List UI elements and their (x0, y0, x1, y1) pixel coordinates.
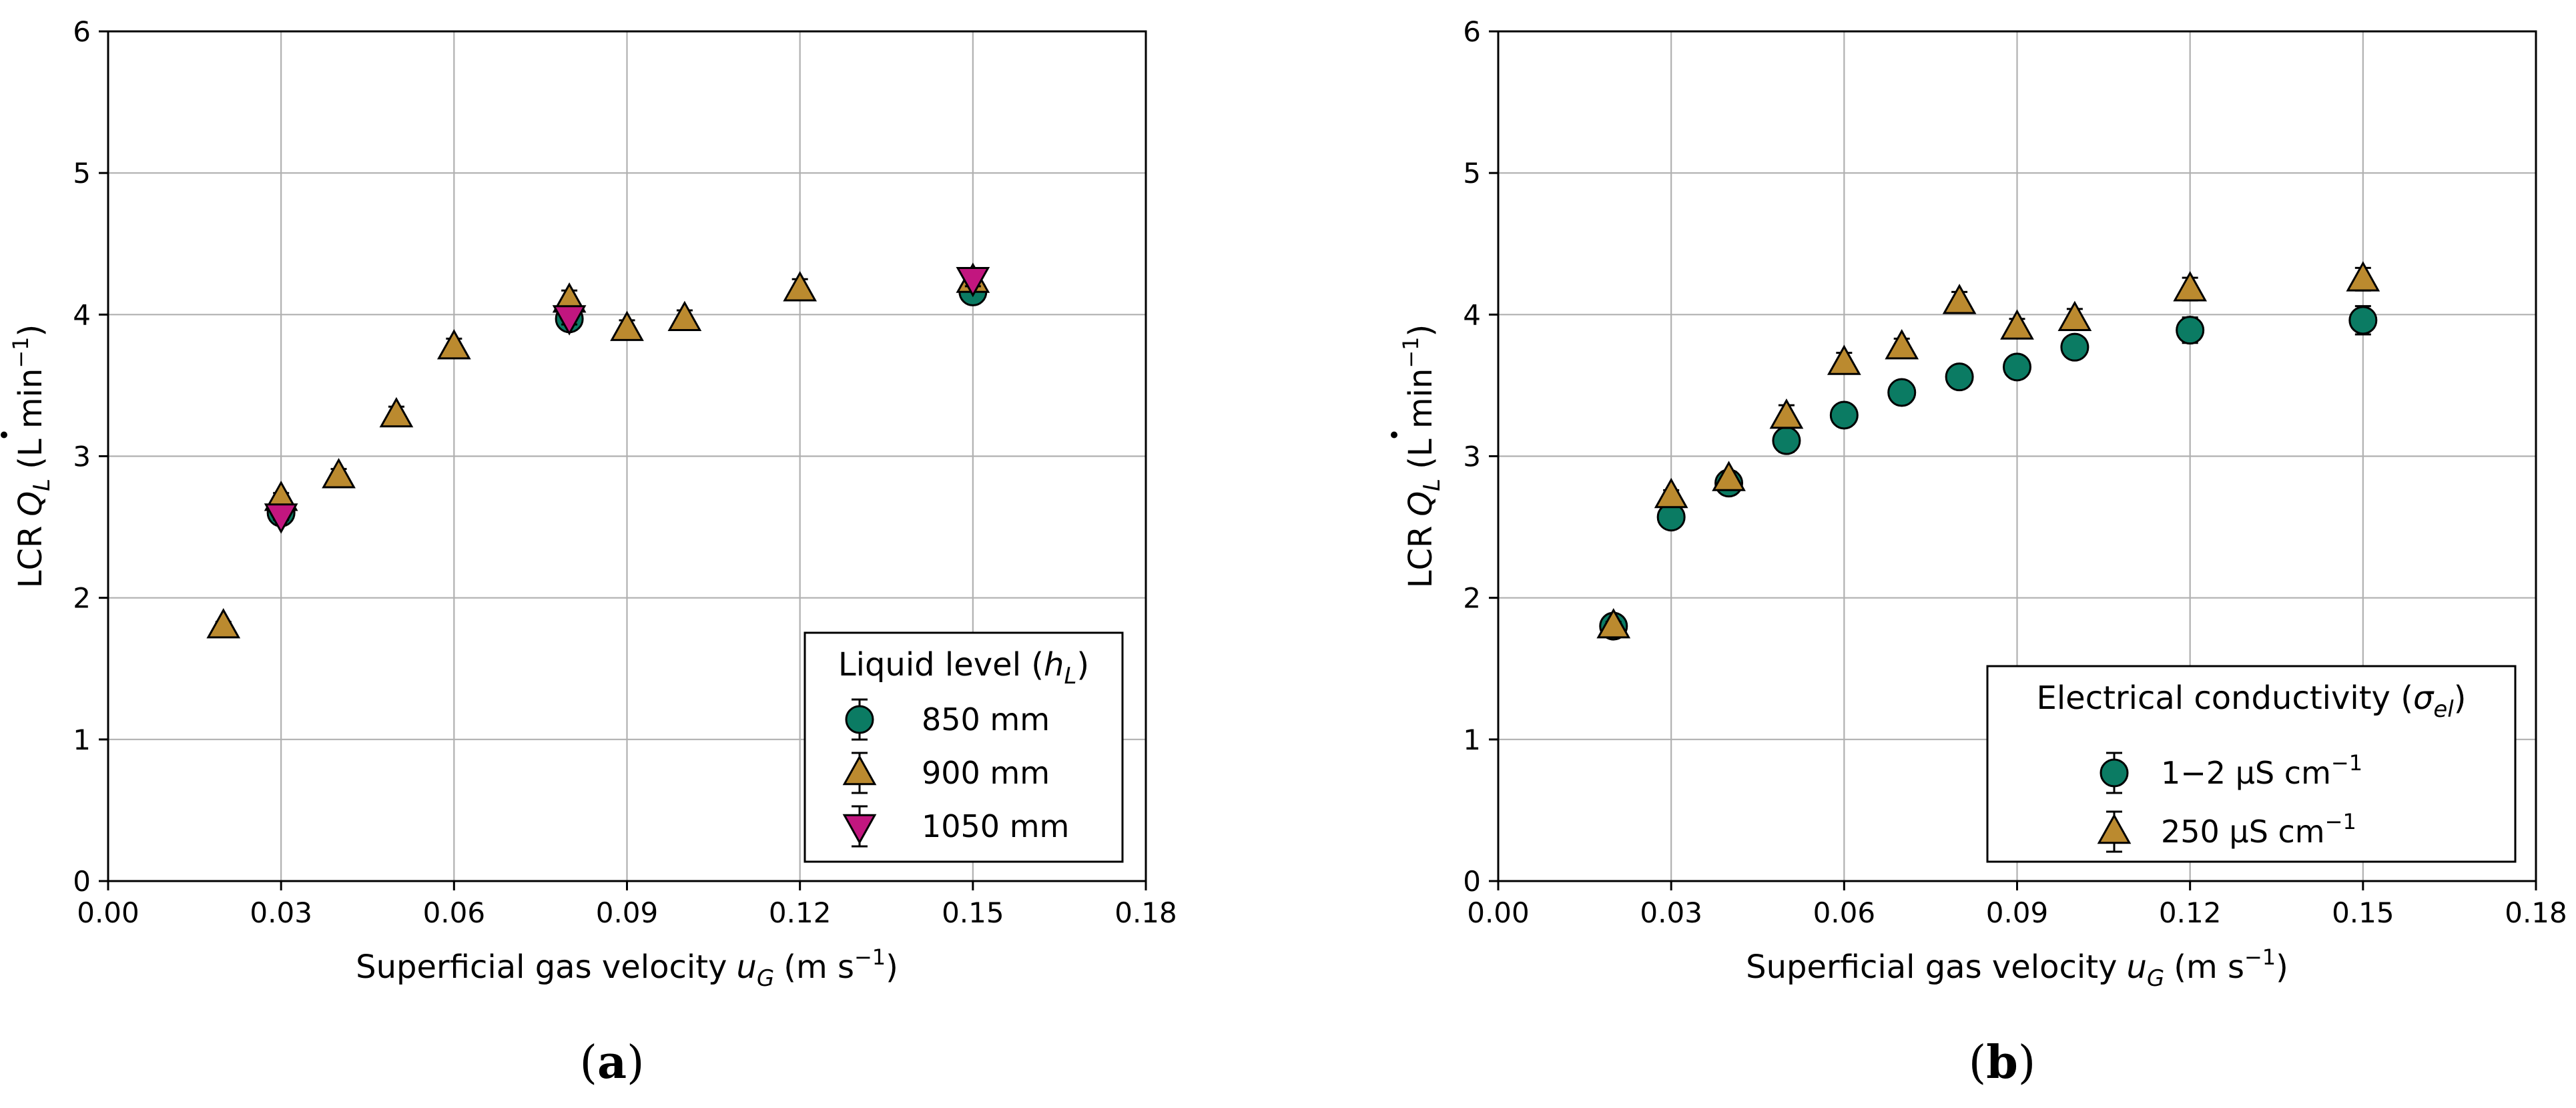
y-axis-label: LCRQL(L min−1) (1398, 324, 1445, 589)
legend-title: Electrical conductivity (σel) (2037, 679, 2467, 723)
legend-marker (842, 754, 877, 786)
x-axis-label: Superficial gas velocity uG (m s−1) (356, 944, 898, 992)
data-point (322, 458, 356, 489)
data-point (2057, 300, 2092, 331)
q-dot-accent (1391, 431, 1397, 439)
data-point (379, 396, 414, 428)
data-point (264, 503, 298, 534)
x-tick-label: 0.09 (1986, 896, 2049, 929)
legend: Liquid level (hL) 850 mm 900 mm 1050 mm (803, 631, 1124, 863)
chart-panel-b: 0.00 0.03 0.06 0.09 0.12 0.15 0.18 0 1 2 3 4 5 6 Super… (1391, 15, 2567, 1089)
y-tick-label: 6 (73, 15, 91, 48)
data-point (1712, 461, 1746, 491)
y-axis-label: LCRQL(L min−1) (8, 324, 55, 589)
data-point (1945, 362, 1974, 392)
x-tick-label: 0.12 (769, 896, 832, 929)
x-tick-label: 0.18 (2505, 896, 2567, 929)
x-tick-label: 0.06 (423, 896, 486, 929)
y-tick-label: 1 (73, 724, 91, 756)
legend-marker (845, 705, 874, 734)
data-point (1827, 344, 1861, 375)
y-tick-label: 2 (73, 582, 91, 615)
panel-label: (a) (579, 1036, 644, 1089)
data-point (552, 305, 587, 336)
y-tick-label: 0 (1463, 865, 1481, 898)
data-point (1885, 329, 1919, 360)
x-tick-label: 0.15 (2332, 896, 2394, 929)
data-point (1769, 398, 1804, 429)
legend-entry-0: 1−2 µS cm−1 (2100, 750, 2362, 794)
series-1 (1596, 261, 2380, 639)
legend-label: 850 mm (922, 702, 1050, 738)
y-tick-label: 4 (1463, 298, 1481, 331)
x-axis-label: Superficial gas velocity uG (m s−1) (1746, 944, 2288, 992)
data-point (2060, 332, 2089, 362)
y-tick-label: 4 (73, 298, 91, 331)
x-tick-label: 0.15 (942, 896, 1004, 929)
legend-entry-1: 250 µS cm−1 (2097, 809, 2356, 853)
data-point (956, 266, 990, 298)
data-point (2000, 309, 2034, 340)
data-point (2176, 316, 2205, 345)
data-point (1596, 608, 1631, 639)
x-tick-label: 0.09 (596, 896, 659, 929)
y-tick-label: 2 (1463, 582, 1481, 615)
legend-label: 1−2 µS cm−1 (2161, 750, 2362, 791)
y-tick-label: 1 (1463, 724, 1481, 756)
data-point (1654, 477, 1688, 509)
x-tick-label: 0.12 (2159, 896, 2222, 929)
panel-label: (b) (1969, 1036, 2036, 1089)
data-point (783, 271, 818, 302)
legend: Electrical conductivity (σel) 1−2 µS cm−1… (1986, 665, 2517, 863)
y-tick-label: 5 (1463, 157, 1481, 190)
y-tick-label: 3 (1463, 441, 1481, 473)
legend-entry-2: 1050 mm (842, 805, 1069, 848)
data-point (1829, 400, 1859, 430)
data-point (206, 608, 241, 639)
data-point (2346, 261, 2380, 292)
legend-box (1986, 665, 2517, 863)
chart-panel-a: 0.00 0.03 0.06 0.09 0.12 0.15 0.18 0 1 2 3 4 5 6 Super… (1, 15, 1177, 1089)
data-point (436, 329, 471, 360)
x-tick-label: 0.03 (250, 896, 312, 929)
legend-label: 900 mm (922, 755, 1050, 791)
y-tick-label: 3 (73, 441, 91, 473)
legend-marker (842, 814, 877, 845)
data-point (2173, 271, 2208, 302)
data-point (1772, 426, 1801, 455)
plot-frame (1497, 30, 2537, 882)
x-tick-label: 0.00 (1467, 896, 1530, 929)
plot-frame (107, 30, 1147, 882)
legend-marker (2097, 813, 2132, 844)
series-1 (206, 262, 990, 639)
series-2 (264, 266, 990, 534)
series-0 (1599, 305, 2378, 641)
data-point (2003, 352, 2031, 382)
data-point (2348, 306, 2378, 335)
y-tick-label: 0 (73, 865, 91, 898)
data-point (667, 300, 702, 331)
y-tick-label: 5 (73, 157, 91, 190)
y-tick-label: 6 (1463, 15, 1481, 48)
legend-marker (2100, 758, 2129, 788)
legend-entry-0: 850 mm (845, 698, 1050, 741)
x-tick-label: 0.03 (1640, 896, 1702, 929)
legend-title: Liquid level (hL) (838, 646, 1089, 689)
legend-entry-1: 900 mm (842, 752, 1050, 794)
x-tick-label: 0.00 (77, 896, 139, 929)
legend-label: 250 µS cm−1 (2161, 809, 2356, 850)
x-tick-label: 0.18 (1114, 896, 1177, 929)
q-dot-accent (1, 431, 7, 439)
data-point (1887, 378, 1917, 407)
legend-label: 1050 mm (922, 808, 1069, 844)
x-tick-label: 0.06 (1813, 896, 1876, 929)
data-point (610, 310, 644, 341)
data-point (1942, 284, 1977, 314)
